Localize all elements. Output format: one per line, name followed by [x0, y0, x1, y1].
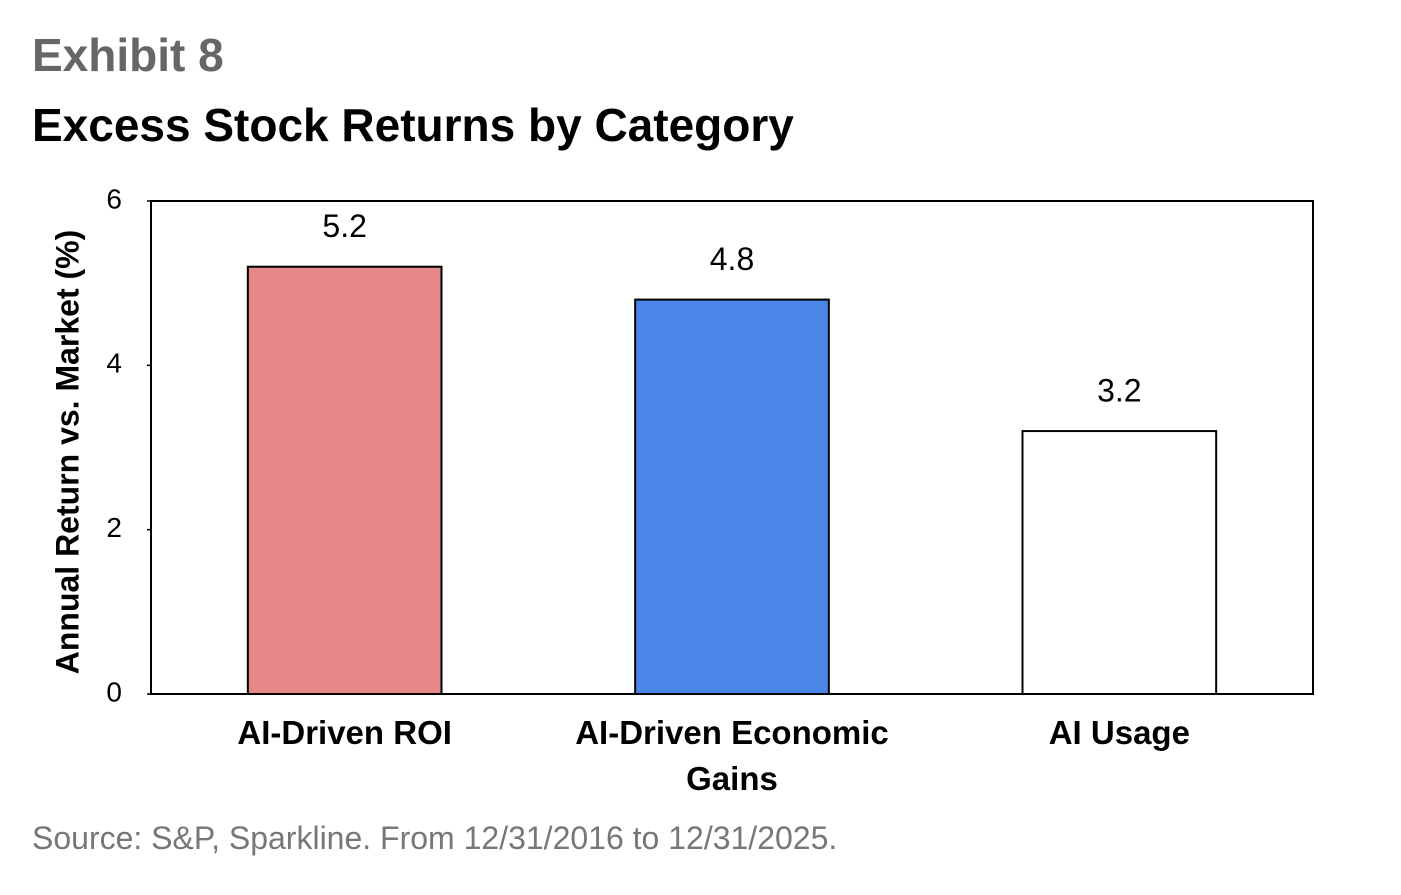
y-tick-label: 6 — [106, 183, 122, 214]
bar — [1021, 430, 1218, 695]
value-label: 4.8 — [710, 241, 754, 277]
bar — [634, 298, 830, 695]
x-tick-label: AI-Driven Economic Gains — [575, 714, 889, 797]
value-label: 5.2 — [322, 208, 366, 244]
y-axis-label: Annual Return vs. Market (%) — [49, 230, 85, 675]
plot-frame — [150, 200, 1314, 695]
bar — [246, 265, 443, 695]
exhibit-label: Exhibit 8 — [32, 29, 224, 81]
source-note: Source: S&P, Sparkline. From 12/31/2016 … — [32, 820, 838, 856]
x-tick-label: AI-Driven ROI — [237, 714, 452, 751]
y-tick-label: 0 — [106, 676, 122, 707]
chart-title: Excess Stock Returns by Category — [32, 99, 794, 151]
value-label: 3.2 — [1097, 373, 1141, 409]
x-tick-label: AI Usage — [1048, 714, 1190, 751]
y-tick-label: 2 — [106, 512, 122, 543]
y-tick-label: 4 — [106, 348, 122, 379]
